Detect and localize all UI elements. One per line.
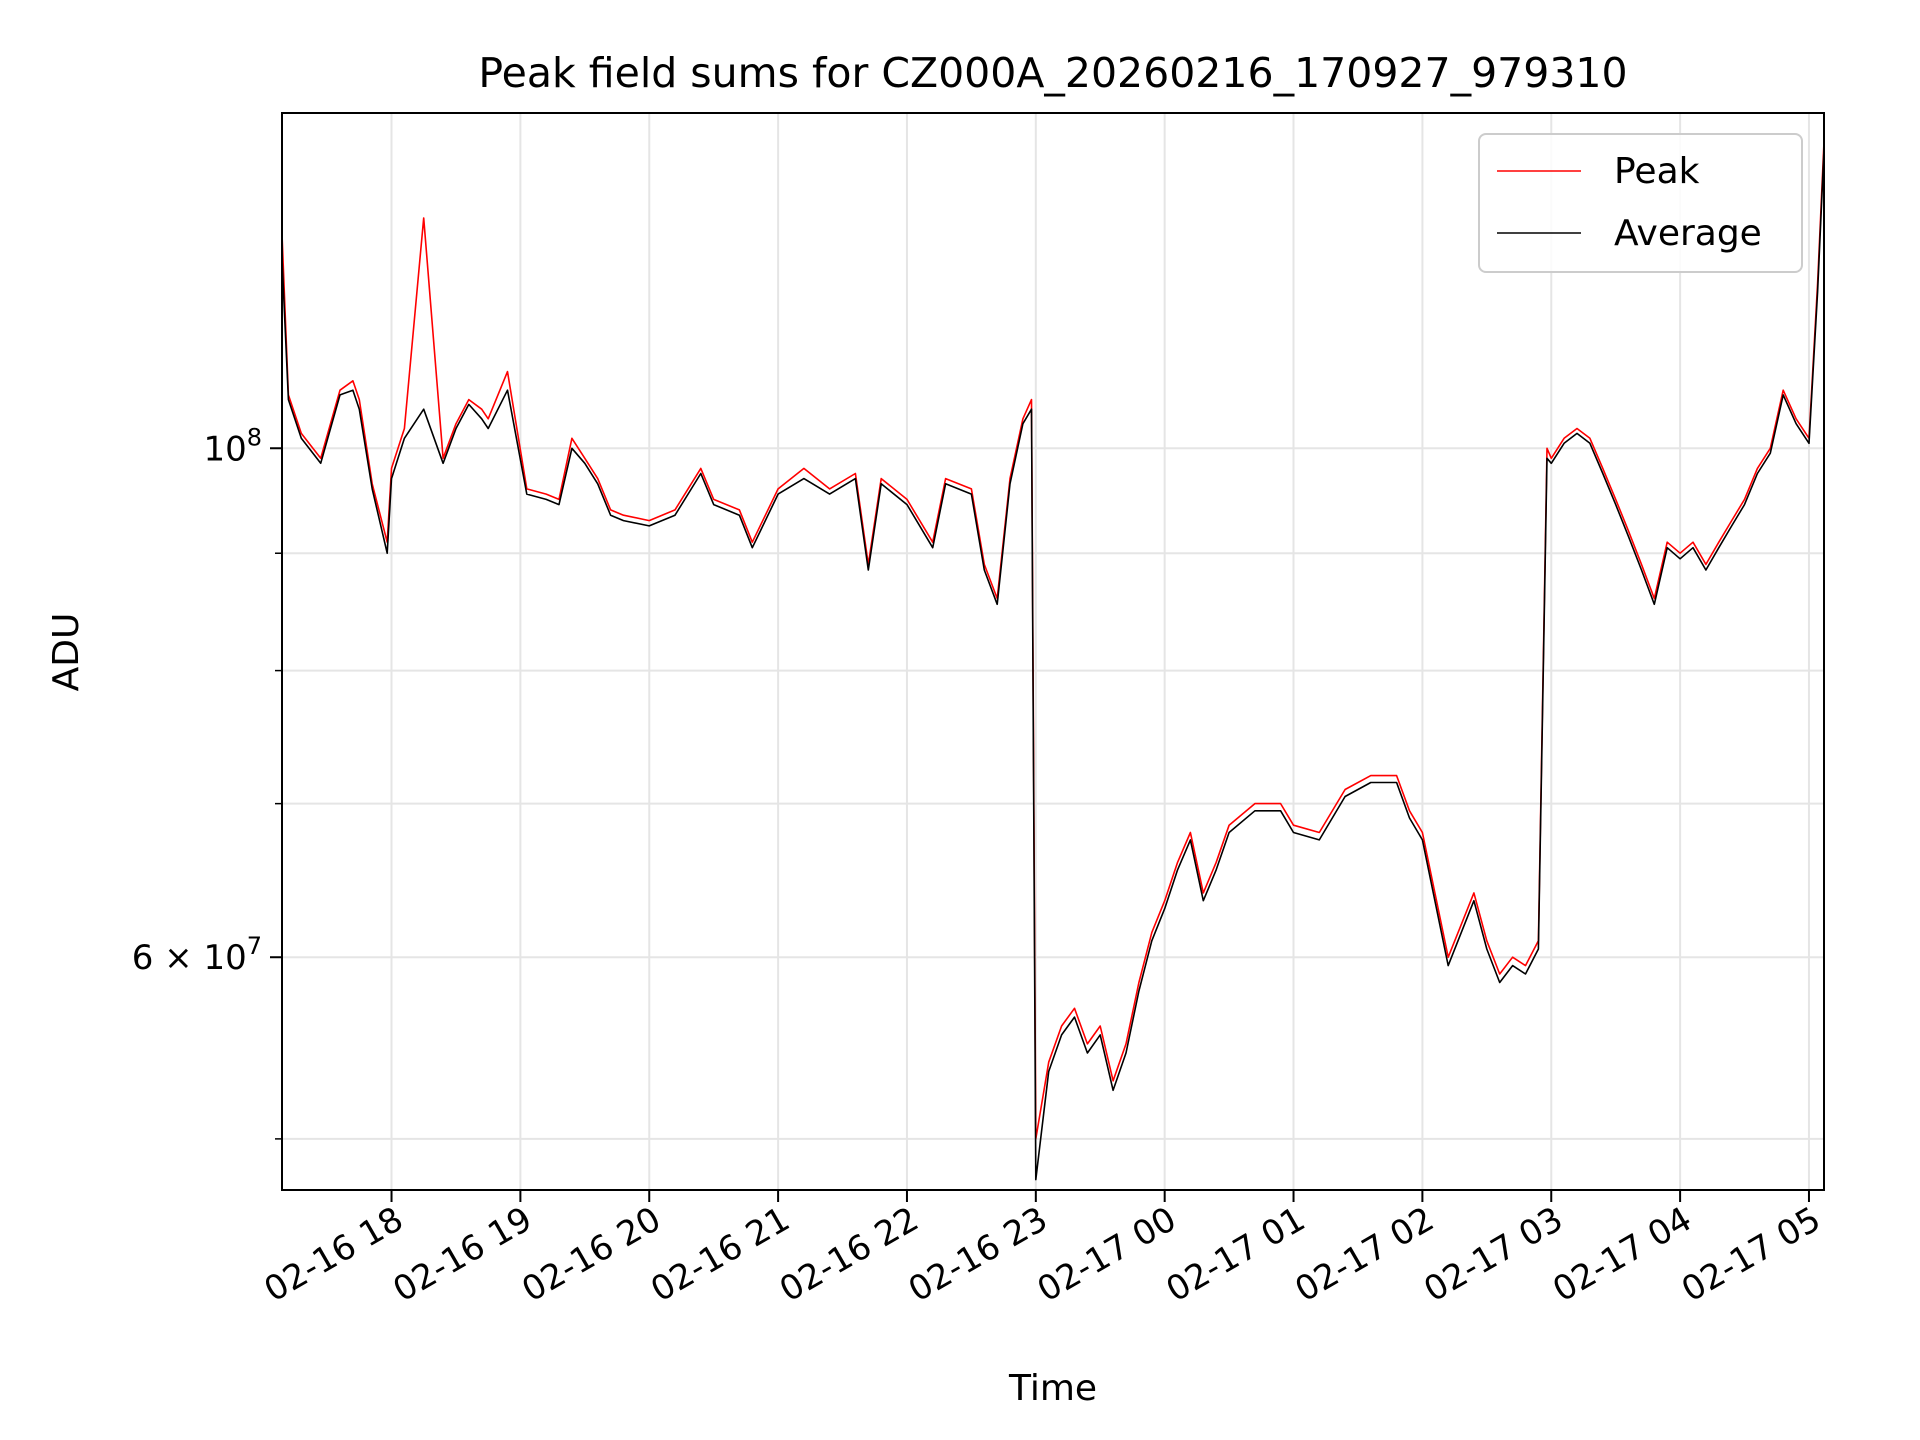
- y-tick-exponent: 8: [247, 423, 262, 451]
- legend: Peak Average: [1478, 133, 1803, 273]
- series-layer: [281, 141, 1825, 1181]
- y-tick-base: 10: [203, 429, 246, 469]
- y-tick-exponent: 7: [247, 932, 262, 960]
- chart-title: Peak field sums for CZ000A_20260216_1709…: [478, 49, 1627, 97]
- legend-label-peak: Peak: [1614, 151, 1700, 192]
- series-line-average: [281, 149, 1825, 1181]
- x-axis-title: Time: [1008, 1368, 1097, 1409]
- y-tick-label: 6 × 107: [132, 932, 262, 978]
- y-axis: 108 6 × 107: [132, 423, 282, 1140]
- grid: [282, 113, 1824, 1190]
- y-tick-label: 108: [203, 423, 262, 469]
- y-tick-base: 6 × 10: [132, 938, 247, 978]
- series-line-peak: [281, 141, 1825, 1140]
- plot-frame: [281, 112, 1825, 1191]
- y-axis-title: ADU: [46, 613, 87, 692]
- legend-label-average: Average: [1614, 213, 1762, 254]
- legend-box: [1478, 133, 1803, 273]
